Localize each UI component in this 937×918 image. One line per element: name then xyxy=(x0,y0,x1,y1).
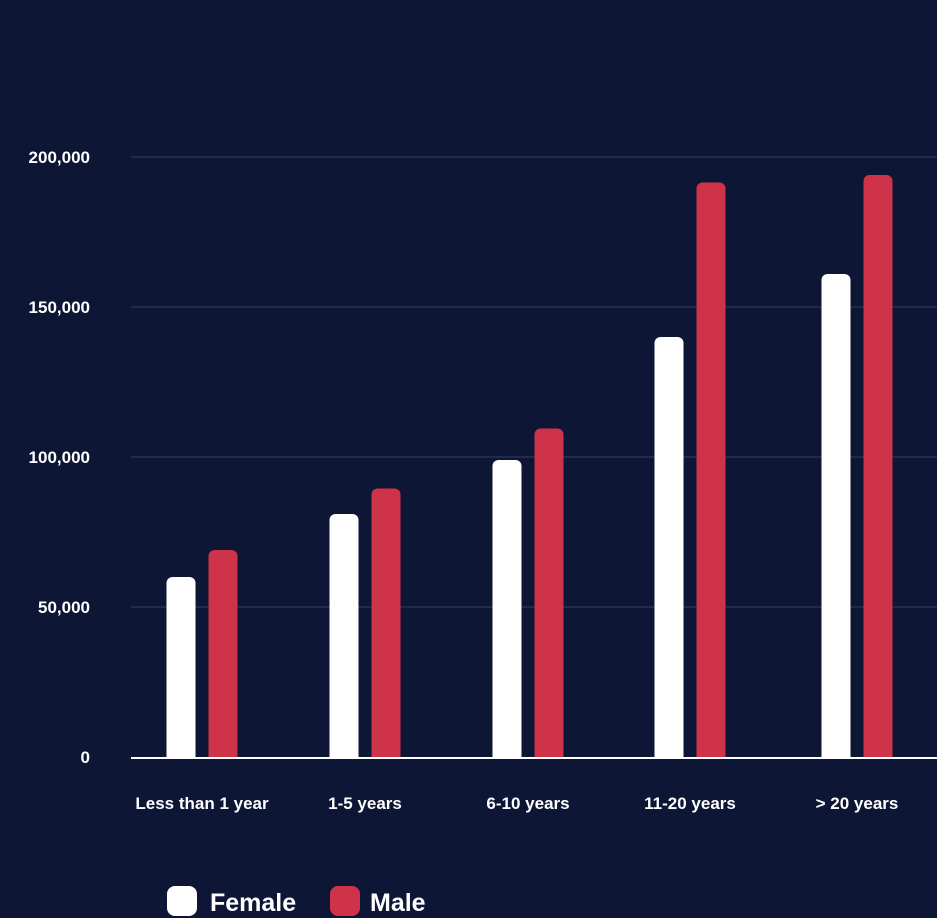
x-tick-label: Less than 1 year xyxy=(135,794,269,813)
bar-male-3[interactable] xyxy=(696,182,726,764)
x-tick-label: 6-10 years xyxy=(486,794,569,813)
x-axis-ticks: Less than 1 year 1-5 years 6-10 years 11-20… xyxy=(135,794,898,813)
bar-male-1[interactable] xyxy=(371,488,401,764)
bars xyxy=(131,175,937,771)
bar-female-0[interactable] xyxy=(166,577,196,763)
bar-male-2[interactable] xyxy=(534,428,564,764)
bar-male-0[interactable] xyxy=(208,550,238,763)
legend-swatch-female xyxy=(167,886,197,916)
bar-female-4[interactable] xyxy=(821,274,851,763)
bar-female-1[interactable] xyxy=(329,514,359,763)
legend-label-male: Male xyxy=(370,889,426,917)
bar-female-3[interactable] xyxy=(654,337,684,763)
y-axis-ticks: 0 50,000 100,000 150,000 200,000 xyxy=(29,148,90,767)
bar-male-4[interactable] xyxy=(863,175,893,763)
y-tick-label: 200,000 xyxy=(29,148,90,167)
x-tick-label: > 20 years xyxy=(816,794,899,813)
legend: Female Male xyxy=(167,886,426,917)
x-tick-label: 11-20 years xyxy=(644,794,736,813)
legend-swatch-male xyxy=(330,886,360,916)
bar-bottom-mask xyxy=(131,759,937,771)
gridlines xyxy=(131,156,937,608)
legend-item-female[interactable]: Female xyxy=(167,886,296,917)
y-tick-label: 0 xyxy=(81,748,90,767)
y-tick-label: 100,000 xyxy=(29,448,90,467)
y-tick-label: 50,000 xyxy=(38,598,90,617)
bar-female-2[interactable] xyxy=(492,460,522,763)
legend-label-female: Female xyxy=(210,889,296,917)
legend-item-male[interactable]: Male xyxy=(330,886,426,917)
y-tick-label: 150,000 xyxy=(29,298,90,317)
x-tick-label: 1-5 years xyxy=(328,794,402,813)
